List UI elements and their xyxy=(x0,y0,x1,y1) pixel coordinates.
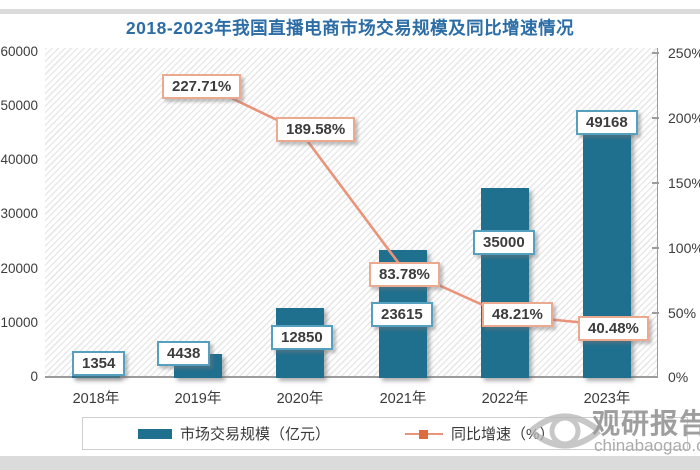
line-value-label-2019: 227.71% xyxy=(162,74,242,99)
legend-item-bar: 市场交易规模（亿元） xyxy=(138,423,330,444)
right-axis-tickmark xyxy=(652,117,659,119)
line-legend-marker xyxy=(405,429,444,439)
x-label-2020: 2020年 xyxy=(276,391,324,407)
right-axis-tickmark xyxy=(652,182,659,184)
line-value-label-2022: 48.21% xyxy=(482,302,553,327)
left-axis-tick-60000: 60000 xyxy=(0,44,38,59)
watermark-domain: chinabaogao.com xyxy=(594,436,700,455)
left-axis-tick-0: 0 xyxy=(30,369,38,384)
plot-area xyxy=(45,48,658,378)
bar-legend-label: 市场交易规模（亿元） xyxy=(180,426,331,443)
watermark-brand: 观研报告网 xyxy=(592,408,700,439)
legend-item-line: 同比增速（%） xyxy=(405,423,554,444)
bar-value-label-2022: 35000 xyxy=(473,230,535,255)
left-axis-tick-40000: 40000 xyxy=(0,152,38,167)
x-label-2022: 2022年 xyxy=(481,391,529,407)
bar-value-label-2019: 4438 xyxy=(157,341,211,366)
right-axis-tick-50: 50% xyxy=(668,305,697,321)
bottom-divider xyxy=(0,456,700,470)
left-axis-tick-20000: 20000 xyxy=(0,261,38,276)
right-axis-tick-100: 100% xyxy=(668,240,700,256)
left-axis-tick-30000: 30000 xyxy=(0,206,38,221)
line-legend-label: 同比增速（%） xyxy=(451,426,555,443)
line-value-label-2020: 189.58% xyxy=(276,117,356,142)
right-axis-tick-0: 0% xyxy=(668,369,689,385)
right-axis-tick-150: 150% xyxy=(668,175,700,191)
bar-2022 xyxy=(481,188,529,378)
right-axis-tick-250: 250% xyxy=(668,45,700,61)
left-axis-tick-50000: 50000 xyxy=(0,98,38,113)
bar-legend-swatch xyxy=(138,428,172,439)
line-value-label-2021: 83.78% xyxy=(369,262,440,287)
top-divider xyxy=(0,9,700,14)
x-label-2018: 2018年 xyxy=(72,391,120,407)
x-label-2019: 2019年 xyxy=(174,391,222,407)
right-axis-tickmark xyxy=(652,312,659,314)
bar-value-label-2021: 23615 xyxy=(371,302,433,327)
line-value-label-2023: 40.48% xyxy=(578,316,649,341)
bar-value-label-2018: 1354 xyxy=(72,351,126,376)
right-axis-tickmark xyxy=(652,247,659,249)
x-label-2021: 2021年 xyxy=(379,391,427,407)
legend: 市场交易规模（亿元） 同比增速（%） xyxy=(82,417,688,450)
chart-title: 2018-2023年我国直播电商市场交易规模及同比增速情况 xyxy=(125,18,575,38)
eye-icon xyxy=(529,413,601,449)
bar-value-label-2023: 49168 xyxy=(576,110,638,135)
right-axis-tickmark xyxy=(652,52,659,54)
x-label-2023: 2023年 xyxy=(583,391,631,407)
left-axis-tick-10000: 10000 xyxy=(0,315,38,330)
right-axis-tick-200: 200% xyxy=(668,110,700,126)
bar-value-label-2020: 12850 xyxy=(271,325,333,350)
